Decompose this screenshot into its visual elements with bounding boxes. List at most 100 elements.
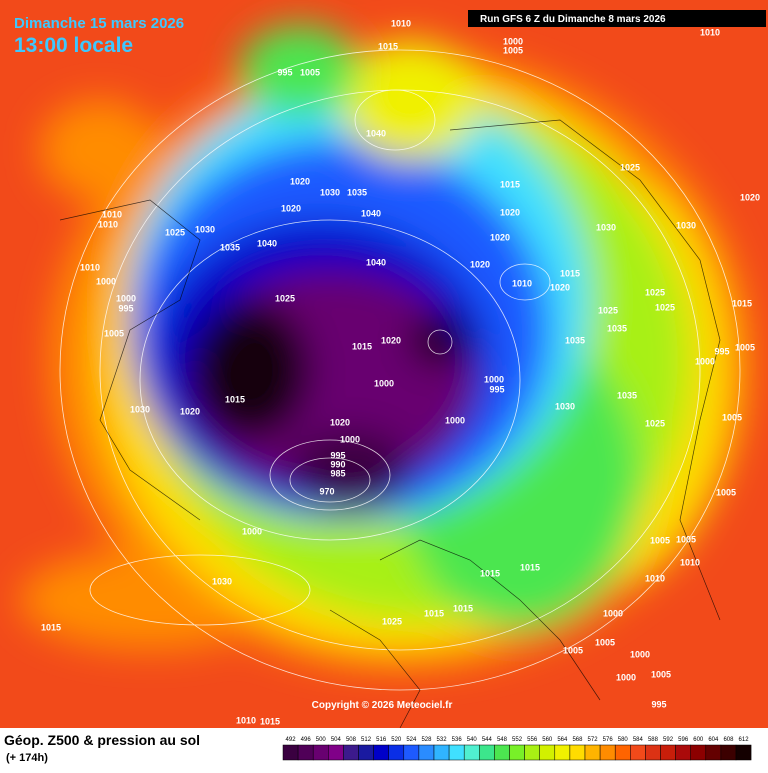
isobar-label: 1030 xyxy=(130,404,150,414)
isobar-label: 1015 xyxy=(378,41,398,51)
scale-swatch xyxy=(614,744,631,761)
scale-swatch xyxy=(479,744,495,761)
scale-swatch xyxy=(660,744,676,761)
isobar-label: 1010 xyxy=(391,18,411,28)
isobar-label: 1005 xyxy=(735,342,755,352)
scale-label: 516 xyxy=(376,737,387,743)
scale-swatch xyxy=(388,744,405,761)
isobar-label: 1015 xyxy=(225,394,245,404)
isobar-label: 1020 xyxy=(550,282,570,292)
scale-swatch xyxy=(720,744,737,761)
isobar-label: 1015 xyxy=(260,716,280,726)
isobar-label: 1010 xyxy=(98,219,118,229)
isobar-label: 995 xyxy=(489,384,504,394)
scale-swatch xyxy=(675,744,691,761)
isobar-label: 1005 xyxy=(300,67,320,77)
scale-swatch xyxy=(599,744,616,761)
isobar-label: 1020 xyxy=(381,335,401,345)
scale-swatch xyxy=(554,744,571,761)
isobar-label: 970 xyxy=(319,486,334,496)
isobar-label: 1005 xyxy=(595,637,615,647)
scale-swatch xyxy=(569,744,586,761)
isobar-label: 1000 xyxy=(503,36,523,46)
isobar-label: 1010 xyxy=(700,27,720,37)
scale-swatch xyxy=(735,744,752,761)
isobar-label: 1040 xyxy=(366,257,386,267)
isobar-label: 1015 xyxy=(500,179,520,189)
isobar-label: 1005 xyxy=(722,412,742,422)
isobar-label: 1000 xyxy=(340,434,360,444)
isobar-label: 1020 xyxy=(500,207,520,217)
isobar-label: 1010 xyxy=(236,715,256,725)
scale-swatch xyxy=(584,744,601,761)
scale-label: 500 xyxy=(316,737,327,743)
isobar-label: 1035 xyxy=(617,390,637,400)
scale-label: 528 xyxy=(421,737,432,743)
isobar-label: 1015 xyxy=(560,268,580,278)
isobar-label: 1035 xyxy=(607,323,627,333)
isobar-label: 1020 xyxy=(281,203,301,213)
scale-label: 556 xyxy=(527,737,538,743)
scale-swatch xyxy=(403,744,420,761)
isobar-label: 1035 xyxy=(220,242,240,252)
isobar-label: 1025 xyxy=(165,227,185,237)
isobar-label: 1005 xyxy=(650,535,670,545)
isobar-labels: 1010 1015 1000 1005 1010 995 1005 1040 1020 1030 1… xyxy=(41,18,760,726)
isobar-label: 1020 xyxy=(740,192,760,202)
scale-label: 532 xyxy=(437,737,448,743)
scale-label: 604 xyxy=(708,737,719,743)
copyright: Copyright © 2026 Meteociel.fr xyxy=(312,700,453,711)
local-time: 13:00 locale xyxy=(14,34,133,57)
scale-swatch xyxy=(343,744,359,761)
isobar-label: 1040 xyxy=(366,128,386,138)
isobar-label: 1005 xyxy=(676,534,696,544)
scale-swatch xyxy=(539,744,556,761)
isobar-label: 1030 xyxy=(596,222,616,232)
scale-label: 552 xyxy=(512,737,523,743)
isobar-label: 1025 xyxy=(645,287,665,297)
isobar-label: 1015 xyxy=(453,603,473,613)
isobar-label: 1000 xyxy=(445,415,465,425)
isobar-label: 1030 xyxy=(320,187,340,197)
isobar-label: 1025 xyxy=(620,162,640,172)
isobar-label: 1020 xyxy=(290,176,310,186)
scale-label: 572 xyxy=(588,737,599,743)
scale-label: 608 xyxy=(723,737,734,743)
scale-swatch xyxy=(690,744,707,761)
isobar-label: 1035 xyxy=(565,335,585,345)
scale-swatch xyxy=(645,744,661,761)
isobar-label: 1005 xyxy=(563,645,583,655)
scale-swatch xyxy=(433,744,450,761)
color-scale: 492 496 500 504 508 512 516 520 524 528 532 536 540 5… xyxy=(282,737,752,761)
isobar-label: 1000 xyxy=(695,356,715,366)
scale-swatch xyxy=(509,744,525,761)
isobar-label: 1030 xyxy=(676,220,696,230)
isobar-label: 1020 xyxy=(490,232,510,242)
isobar-label: 1000 xyxy=(616,672,636,682)
scale-label: 596 xyxy=(678,737,689,743)
isobar-label: 1035 xyxy=(347,187,367,197)
scale-swatch xyxy=(524,744,540,761)
scale-swatch xyxy=(705,744,722,761)
isobar-label: 995 xyxy=(277,67,292,77)
scale-label: 588 xyxy=(648,737,659,743)
isobar-label: 1015 xyxy=(424,608,444,618)
isobar-label: 1000 xyxy=(374,378,394,388)
isobar-label: 1025 xyxy=(275,293,295,303)
isobar-label: 1015 xyxy=(352,341,372,351)
scale-label: 544 xyxy=(482,737,493,743)
isobar-label: 990 xyxy=(330,459,345,469)
scale-label: 540 xyxy=(467,737,478,743)
isobar-label: 1010 xyxy=(512,278,532,288)
isobar-label: 1025 xyxy=(382,616,402,626)
isobar-label: 1000 xyxy=(630,649,650,659)
scale-label: 492 xyxy=(286,737,297,743)
isobar-label: 1010 xyxy=(80,262,100,272)
isobar-label: 1020 xyxy=(180,406,200,416)
isobar-label: 995 xyxy=(118,303,133,313)
scale-swatch xyxy=(494,744,510,761)
isobar-label: 1015 xyxy=(480,568,500,578)
isobar-label: 985 xyxy=(330,468,345,478)
isobar-label: 995 xyxy=(651,699,666,709)
